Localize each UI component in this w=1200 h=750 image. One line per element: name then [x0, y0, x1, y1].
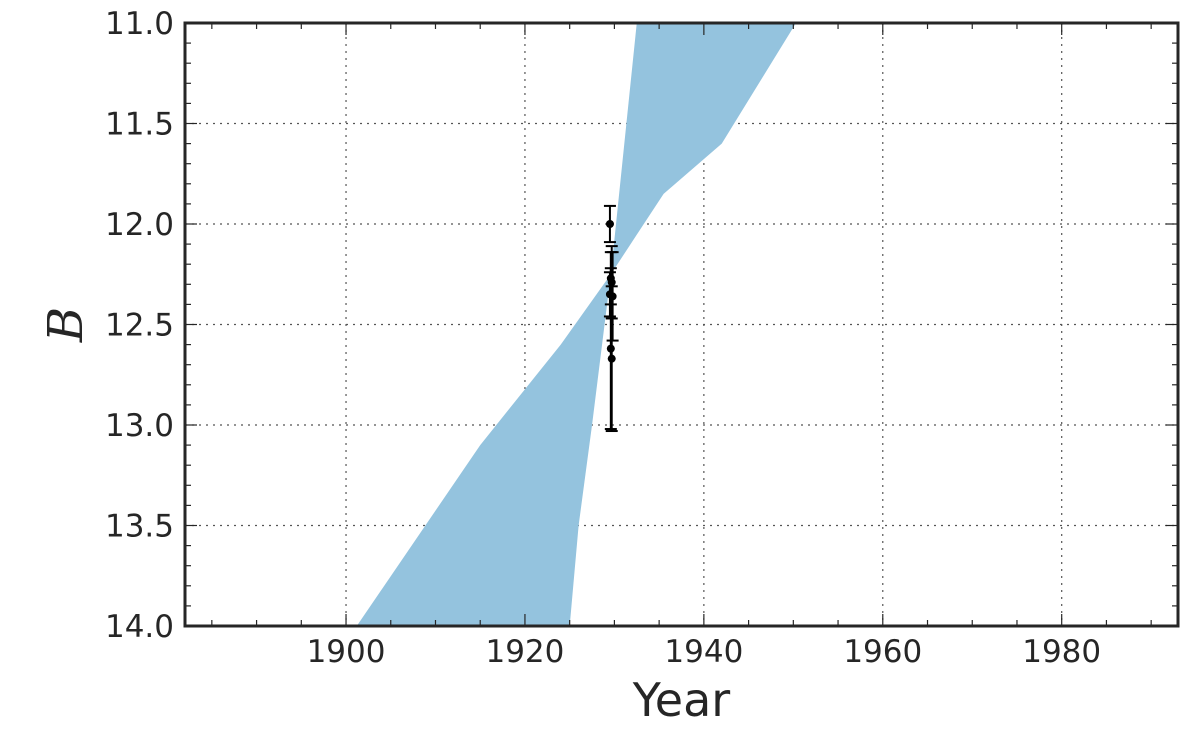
y-tick-label: 12.5 [105, 308, 174, 344]
y-axis-title: B [38, 307, 94, 343]
confidence-band [356, 23, 797, 626]
data-point [607, 354, 616, 363]
y-tick-label: 14.0 [105, 609, 174, 645]
data-point [605, 220, 614, 228]
x-tick-label: 1900 [307, 634, 386, 670]
y-tick-label: 12.0 [105, 207, 174, 243]
y-tick-label: 13.0 [105, 408, 174, 444]
plot-frame [183, 21, 1180, 628]
data-points-layer [603, 204, 619, 433]
x-axis-title: Year [632, 673, 730, 727]
y-tick-label: 11.0 [105, 6, 174, 42]
tick-labels: 1900 1920 1940 1960 1980 11.0 11.5 12.0 12.5 13.0… [105, 6, 1101, 670]
x-tick-label: 1940 [664, 634, 743, 670]
x-tick-label: 1920 [485, 634, 564, 670]
confidence-band-layer [356, 23, 797, 626]
y-tick-label: 11.5 [105, 107, 174, 143]
y-tick-label: 13.5 [105, 509, 174, 545]
x-tick-label: 1980 [1022, 634, 1101, 670]
x-tick-label: 1960 [843, 634, 922, 670]
